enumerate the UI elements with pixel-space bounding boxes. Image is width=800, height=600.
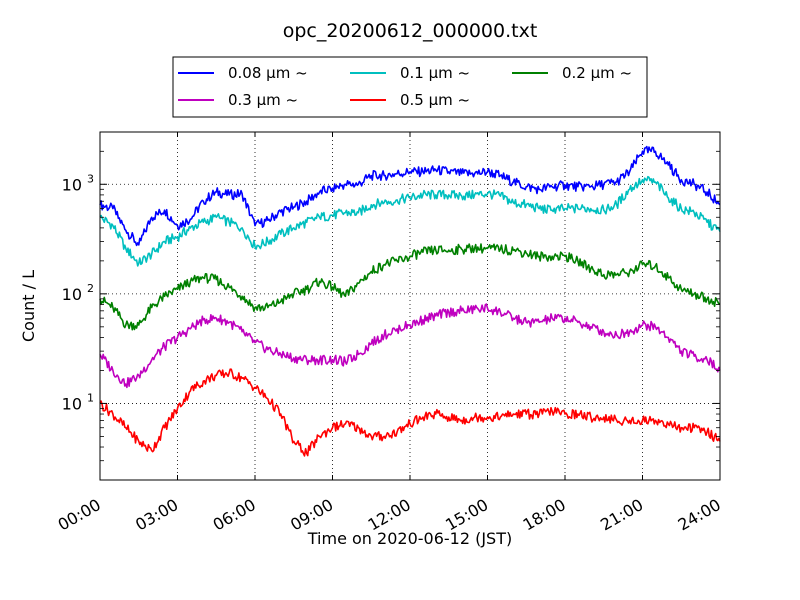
- y-tick-label: 10: [62, 394, 82, 413]
- x-tick-label: 24:00: [675, 495, 724, 535]
- grid-lines: [100, 132, 720, 480]
- y-tick-label: 10: [62, 175, 82, 194]
- x-tick-label: 00:00: [55, 495, 104, 535]
- x-tick-label: 18:00: [520, 495, 569, 535]
- series-lines: [99, 145, 721, 457]
- x-tick-label: 06:00: [210, 495, 259, 535]
- legend-label: 0.3 µm ~: [228, 91, 298, 109]
- chart-title: opc_20200612_000000.txt: [283, 20, 538, 42]
- series-line: [99, 175, 721, 267]
- x-tick-label: 21:00: [597, 495, 646, 535]
- series-line: [99, 303, 721, 389]
- legend-label: 0.2 µm ~: [562, 64, 632, 82]
- y-tick-exponent: 1: [87, 391, 94, 404]
- series-line: [99, 243, 721, 331]
- y-tick-label: 10: [62, 285, 82, 304]
- legend: 0.08 µm ~ 0.1 µm ~ 0.2 µm ~ 0.3 µm ~ 0.5 µm …: [172, 56, 648, 118]
- legend-label: 0.5 µm ~: [400, 91, 470, 109]
- x-tick-label: 03:00: [132, 495, 181, 535]
- legend-box: [172, 56, 648, 118]
- y-axis-label: Count / L: [19, 270, 38, 342]
- series-line: [99, 145, 721, 247]
- series-line: [99, 368, 721, 457]
- y-tick-exponent: 2: [87, 282, 94, 295]
- legend-label: 0.1 µm ~: [400, 64, 470, 82]
- y-tick-exponent: 3: [87, 172, 94, 185]
- legend-label: 0.08 µm ~: [228, 64, 308, 82]
- x-axis-label: Time on 2020-06-12 (JST): [307, 529, 512, 548]
